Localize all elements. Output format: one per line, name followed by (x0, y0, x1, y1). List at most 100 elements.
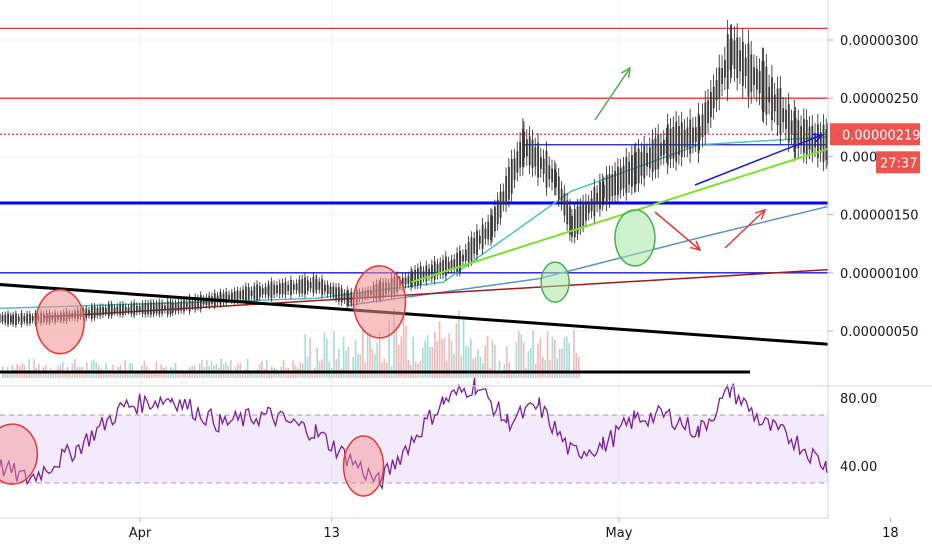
candle-body (453, 259, 456, 268)
volume-bar (450, 340, 453, 378)
volume-bar (551, 336, 554, 378)
candle-body (245, 286, 247, 302)
trendline[interactable] (0, 273, 932, 368)
candle-body (332, 286, 335, 298)
candle-body (672, 126, 675, 159)
volume-bar (578, 356, 580, 378)
candle-body (534, 147, 537, 167)
rsi-tick-label: 40.00 (840, 460, 877, 475)
volume-bar (345, 350, 347, 378)
candle-body (726, 34, 729, 90)
volume-bar (467, 346, 470, 378)
volume-bar (506, 346, 508, 378)
volume-bar (350, 370, 352, 378)
candle-body (582, 202, 585, 226)
volume-bar (90, 360, 93, 378)
candle-body (26, 313, 29, 324)
volume-bar (174, 362, 177, 378)
volume-bar (446, 361, 448, 378)
candle-body (259, 286, 261, 298)
candle-body (431, 264, 433, 279)
volume-bar (309, 337, 311, 378)
candle-body (599, 181, 601, 210)
price-layer (0, 20, 932, 378)
volume-bar (335, 358, 338, 378)
price-tick-label: 0.00000050 (840, 325, 919, 340)
candle-body (739, 50, 741, 72)
rsi-annotation-ellipse[interactable] (342, 435, 385, 497)
candle-body (417, 268, 419, 285)
candle-body (338, 287, 340, 302)
candle-body (605, 174, 608, 204)
candle-body (590, 198, 593, 212)
candle-body (648, 147, 651, 169)
annotation-arrow[interactable] (694, 134, 823, 186)
moving-average-line (44, 262, 932, 318)
candle-body (222, 293, 225, 303)
volume-bar (28, 359, 30, 378)
candle-body (104, 307, 107, 314)
moving-average-line (347, 190, 891, 307)
candle-body (654, 137, 657, 170)
candle-body (228, 294, 231, 300)
volume-bar (110, 373, 112, 378)
volume-bar (210, 361, 213, 378)
candle-body (776, 88, 779, 126)
annotation-arrow[interactable] (724, 209, 766, 249)
candle-body (793, 110, 796, 153)
candle-body (199, 295, 202, 310)
candle-body (347, 293, 350, 304)
annotation-ellipse[interactable] (540, 261, 570, 303)
volume-bar (556, 358, 558, 378)
annotation-arrow[interactable] (594, 67, 631, 121)
volume-bar (460, 356, 462, 378)
volume-bar (491, 340, 494, 378)
time-tick-label: 13 (323, 526, 340, 541)
candle-body (762, 61, 765, 113)
candle-body (188, 297, 191, 312)
candle-body (660, 143, 662, 157)
volume-bar (225, 362, 227, 378)
candle-body (470, 237, 473, 261)
candle-body (803, 119, 805, 154)
candle-body (343, 293, 346, 301)
candle-body (256, 284, 259, 300)
candle-body (646, 152, 648, 167)
candle-body (113, 307, 116, 313)
volume-bar (266, 359, 268, 378)
candle-body (785, 109, 787, 129)
candle-body (522, 128, 524, 167)
candle-body (808, 126, 811, 150)
candle-body (715, 80, 718, 101)
candle-body (826, 133, 829, 157)
volume-bar (328, 361, 330, 378)
candle-body (276, 285, 278, 294)
annotation-ellipse[interactable] (352, 265, 407, 339)
candle-body (765, 66, 768, 115)
volume-bar (155, 361, 158, 378)
candle-body (805, 119, 808, 155)
volume-bar (299, 362, 302, 378)
candle-body (306, 280, 309, 291)
volume-bar (357, 353, 359, 378)
price-tick-label: 0.00000150 (840, 209, 919, 224)
candle-body (819, 132, 822, 153)
volume-bar (278, 373, 280, 378)
candle-body (704, 102, 707, 136)
candle-body (779, 87, 782, 135)
volume-bar (381, 361, 383, 378)
volume-bar (527, 351, 530, 378)
annotation-ellipse[interactable] (614, 209, 656, 267)
rsi-annotation-ellipse[interactable] (0, 423, 39, 485)
volume-bar (566, 336, 568, 378)
volume-bar (206, 360, 208, 378)
candle-body (478, 235, 481, 244)
candle-body (219, 294, 222, 302)
volume-bar (494, 344, 496, 378)
candle-body (166, 301, 169, 315)
annotation-arrow[interactable] (654, 211, 701, 251)
candle-body (99, 306, 102, 316)
annotation-ellipse[interactable] (35, 288, 85, 355)
